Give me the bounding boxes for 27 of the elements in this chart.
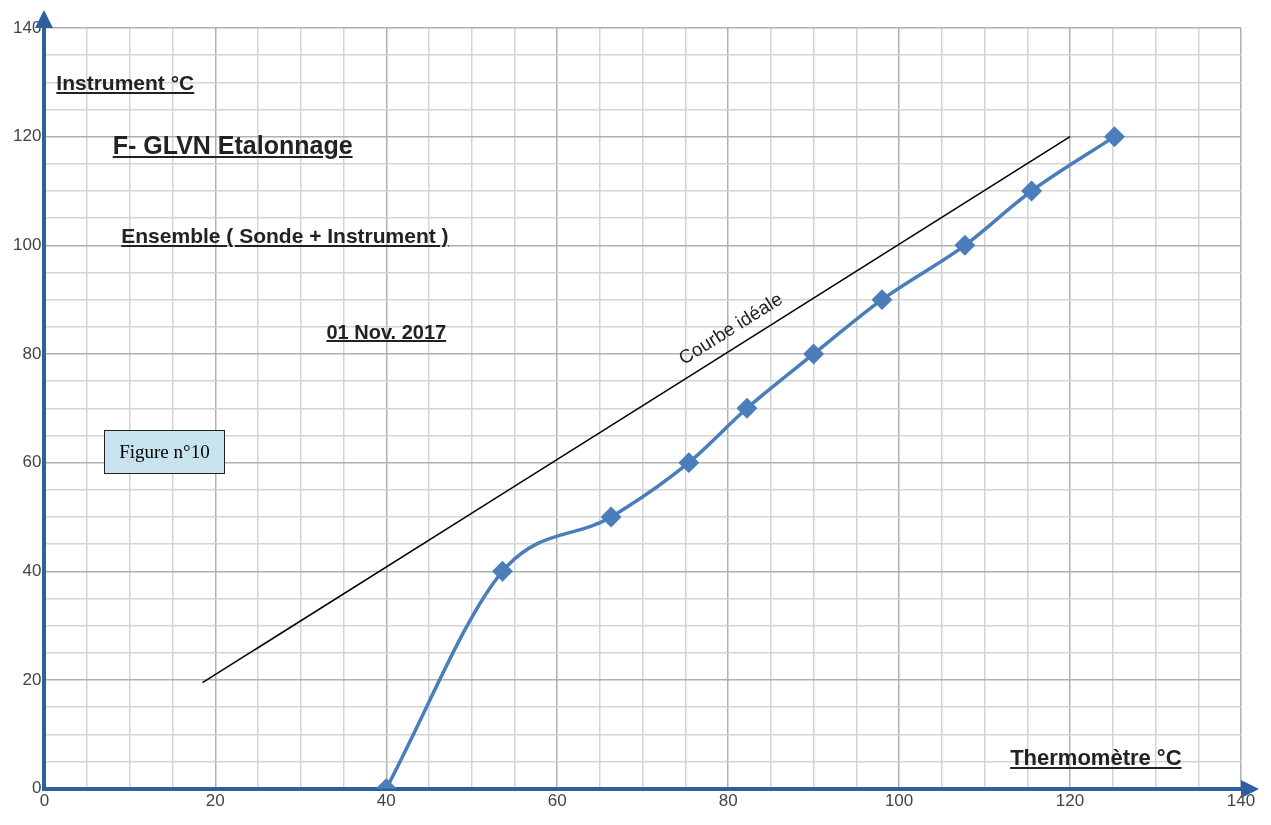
annotation: Figure n°10 — [104, 430, 225, 475]
y-tick-label: 120 — [12, 126, 42, 146]
y-tick-label: 100 — [12, 235, 42, 254]
y-tick-label: 40 — [22, 560, 42, 580]
point — [679, 452, 699, 473]
annotation: 01 Nov. 2017 — [326, 321, 447, 345]
y-tick-label: 20 — [22, 669, 42, 689]
point — [601, 507, 621, 527]
x-tick-label: 80 — [718, 791, 738, 811]
y-axis-title: Instrument °C — [56, 71, 195, 96]
y-tick-label: 80 — [22, 343, 42, 363]
point — [803, 344, 824, 364]
x-tick-label: 60 — [547, 791, 567, 811]
point — [1104, 126, 1125, 147]
x-tick-label: 100 — [884, 791, 914, 811]
x-tick-label: 20 — [205, 791, 225, 811]
x-axis-title: Thermomètre °C — [1010, 745, 1182, 772]
text: F- GLVN Etalonnage — [112, 131, 353, 161]
point — [737, 398, 757, 419]
text: Ensemble ( Sonde + Instrument ) — [121, 223, 449, 248]
point — [872, 289, 892, 310]
x-tick-label: 120 — [1055, 791, 1085, 811]
point — [1021, 181, 1042, 201]
y-tick-label: 60 — [22, 452, 42, 472]
point — [955, 235, 975, 256]
x-tick-label: 40 — [376, 791, 396, 811]
point — [492, 561, 513, 582]
